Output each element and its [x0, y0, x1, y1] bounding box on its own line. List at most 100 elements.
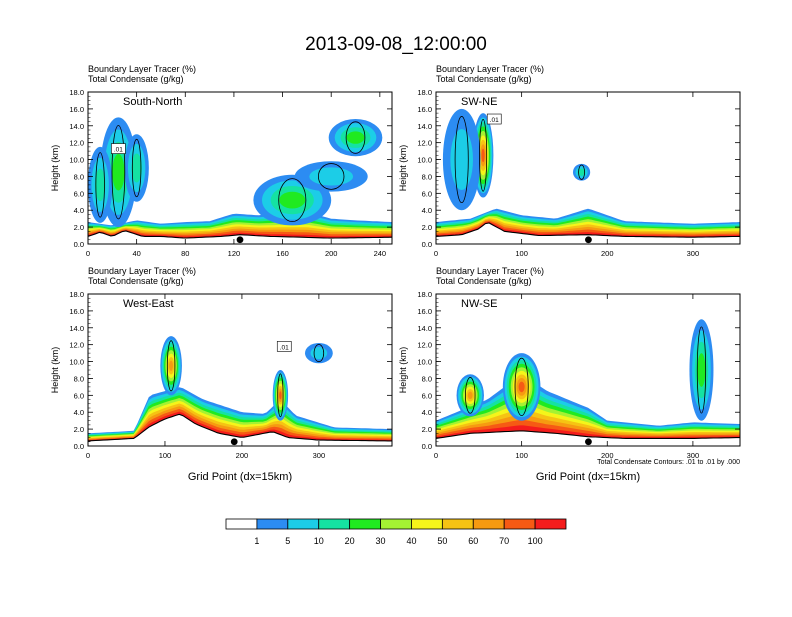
plume-level-10 [577, 168, 586, 176]
location-marker [585, 236, 592, 244]
colorbar-label: 10 [314, 536, 324, 546]
x-tick-label: 200 [601, 249, 614, 258]
colorbar-label: 50 [437, 536, 447, 546]
plume-level-20 [697, 353, 706, 387]
contour-label: .01 [280, 344, 289, 351]
tracer-plume-3 [572, 163, 591, 181]
y-tick-label: 8.0 [74, 172, 84, 181]
x-tick-label: 300 [313, 451, 326, 460]
panel-title-line-2: Total Condensate (g/kg) [436, 74, 532, 84]
condensate-contour [454, 116, 469, 204]
colorbar-label: 5 [285, 536, 290, 546]
condensate-contour [318, 163, 345, 190]
y-tick-label: 16.0 [69, 307, 84, 316]
contour-label: .01 [114, 147, 123, 154]
colorbar-label: 1 [254, 536, 259, 546]
panel-title-line-1: Boundary Layer Tracer (%) [88, 64, 196, 74]
x-tick-label: 80 [181, 249, 189, 258]
condensate-contour [277, 373, 284, 418]
panel-label: South-North [123, 96, 182, 108]
y-tick-label: 6.0 [422, 189, 432, 198]
plume-level-60 [467, 391, 473, 400]
plume-level-70 [279, 391, 282, 400]
plume-level-70 [518, 381, 525, 393]
y-tick-label: 6.0 [422, 391, 432, 400]
tracer-plume-2 [294, 161, 368, 192]
y-tick-label: 4.0 [74, 206, 84, 215]
y-tick-label: 2.0 [74, 425, 84, 434]
y-tick-label: 16.0 [417, 307, 432, 316]
y-tick-label: 4.0 [74, 408, 84, 417]
condensate-contour [111, 125, 126, 220]
tracer-plume-2 [272, 370, 289, 421]
panel-south-north: .01 South-North Boundary Layer Tracer (%)T… [50, 64, 393, 258]
y-tick-label: 10.0 [417, 156, 432, 165]
contour-label-box [486, 113, 502, 125]
y-tick-label: 16.0 [69, 105, 84, 114]
plume-level-5 [309, 167, 354, 186]
tracer-plume-2 [689, 319, 714, 421]
x-tick-label: 100 [159, 451, 172, 460]
x-tick-label: 0 [86, 451, 90, 460]
colorbar-label: 70 [499, 536, 509, 546]
terrain-line [436, 222, 740, 238]
condensate-contour [313, 344, 325, 363]
y-tick-label: 10.0 [69, 358, 84, 367]
colorbar-swatch [411, 518, 443, 530]
y-tick-label: 18.0 [417, 290, 432, 299]
y-tick-label: 0.0 [74, 442, 84, 451]
condensate-contour [696, 326, 707, 414]
panel-title-line-2: Total Condensate (g/kg) [436, 276, 532, 286]
tracer-plume-1 [160, 336, 182, 396]
colorbar-label: 40 [406, 536, 416, 546]
condensate-contour [278, 178, 307, 222]
colorbar-swatch [472, 518, 505, 530]
colorbar-label: 100 [528, 536, 543, 546]
tracer-plume-2 [442, 108, 481, 211]
colorbar-swatch [256, 518, 289, 530]
colorbar-swatch [534, 518, 567, 530]
panel-title-line-1: Boundary Layer Tracer (%) [436, 266, 544, 276]
y-tick-label: 12.0 [69, 341, 84, 350]
y-tick-label: 14.0 [69, 122, 84, 131]
x-tick-label: 100 [515, 249, 528, 258]
colorbar-swatch [225, 518, 258, 530]
condensate-contour [465, 377, 476, 414]
y-tick-label: 6.0 [74, 391, 84, 400]
y-tick-label: 14.0 [417, 122, 432, 131]
tracer-plume-5 [88, 146, 113, 223]
x-tick-label: 160 [276, 249, 289, 258]
x-tick-label: 120 [228, 249, 241, 258]
y-tick-label: 0.0 [74, 240, 84, 249]
x-axis-label: Grid Point (dx=15km) [536, 471, 640, 483]
plume-level-70 [481, 148, 485, 163]
x-axis-label: Grid Point (dx=15km) [188, 471, 292, 483]
plot-area [436, 294, 740, 446]
y-tick-label: 4.0 [422, 206, 432, 215]
y-tick-label: 16.0 [417, 105, 432, 114]
plot-area: .01 [88, 92, 392, 244]
condensate-contour [95, 152, 105, 218]
contour-footnote: Total Condensate Contours: .01 to .01 by… [597, 459, 740, 466]
contour-label: .01 [490, 117, 499, 124]
colorbar-swatch [441, 518, 474, 530]
y-tick-label: 8.0 [422, 374, 432, 383]
y-tick-label: 2.0 [422, 223, 432, 232]
panel-west-east: .01 West-East Boundary Layer Tracer (%)Tot… [50, 266, 393, 483]
x-tick-label: 40 [132, 249, 140, 258]
plume-level-10 [131, 153, 142, 183]
plume-level-20 [112, 153, 125, 191]
y-tick-label: 10.0 [417, 358, 432, 367]
y-axis-label: Height (km) [50, 347, 60, 394]
panel-title-line-2: Total Condensate (g/kg) [88, 74, 184, 84]
x-tick-label: 300 [687, 451, 700, 460]
colorbar-swatch [318, 518, 351, 530]
y-tick-label: 12.0 [417, 341, 432, 350]
x-tick-label: 300 [687, 249, 700, 258]
terrain-fill [88, 414, 392, 446]
x-tick-label: 0 [86, 249, 90, 258]
terrain-line [88, 413, 392, 442]
tracer-plume-3 [304, 343, 333, 364]
colorbar-swatch [503, 518, 536, 530]
